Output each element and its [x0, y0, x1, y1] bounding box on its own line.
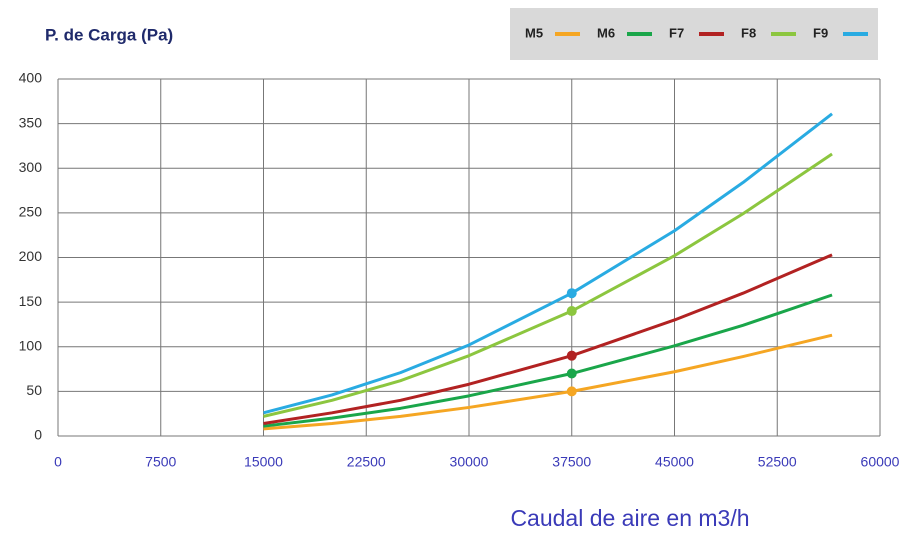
legend-label: M6	[597, 25, 615, 40]
y-tick-label: 100	[19, 337, 43, 353]
x-tick-label: 22500	[347, 454, 386, 470]
data-point	[566, 288, 577, 299]
series-line	[263, 152, 833, 418]
x-tick-label: 0	[54, 454, 62, 470]
chart-title: P. de Carga (Pa)	[45, 25, 173, 44]
legend-label: F7	[669, 25, 684, 40]
series-line	[263, 293, 833, 428]
data-point	[566, 306, 577, 317]
y-tick-label: 350	[19, 114, 43, 130]
x-tick-label: 52500	[758, 454, 797, 470]
data-point	[566, 350, 577, 361]
series-line	[263, 253, 833, 425]
y-tick-label: 200	[19, 248, 43, 264]
y-tick-label: 0	[34, 427, 42, 443]
legend-label: M5	[525, 25, 543, 40]
x-tick-label: 30000	[450, 454, 489, 470]
legend-label: F9	[813, 25, 828, 40]
y-tick-label: 50	[26, 382, 42, 398]
x-tick-label: 7500	[145, 454, 176, 470]
x-tick-label: 45000	[655, 454, 694, 470]
y-tick-label: 250	[19, 204, 43, 220]
y-tick-label: 400	[19, 70, 43, 86]
x-tick-label: 60000	[861, 454, 900, 470]
data-point	[566, 368, 577, 379]
legend-label: F8	[741, 25, 756, 40]
x-axis-label: Caudal de aire en m3/h	[510, 505, 749, 531]
data-point	[566, 386, 577, 397]
x-tick-label: 37500	[552, 454, 591, 470]
y-tick-label: 150	[19, 293, 43, 309]
y-tick-label: 300	[19, 159, 43, 175]
series-line	[263, 112, 833, 415]
series-line	[263, 333, 833, 431]
x-tick-label: 15000	[244, 454, 283, 470]
